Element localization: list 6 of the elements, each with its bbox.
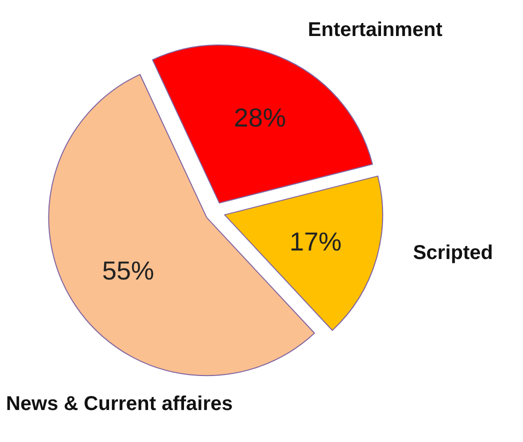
data-label: 28% — [234, 102, 286, 132]
data-label: 17% — [290, 226, 342, 257]
slice-label: News & Current affaires — [6, 393, 233, 415]
slice-label: Entertainment — [308, 19, 443, 42]
data-label: 55% — [102, 256, 154, 286]
slice-label: Scripted — [412, 242, 493, 264]
